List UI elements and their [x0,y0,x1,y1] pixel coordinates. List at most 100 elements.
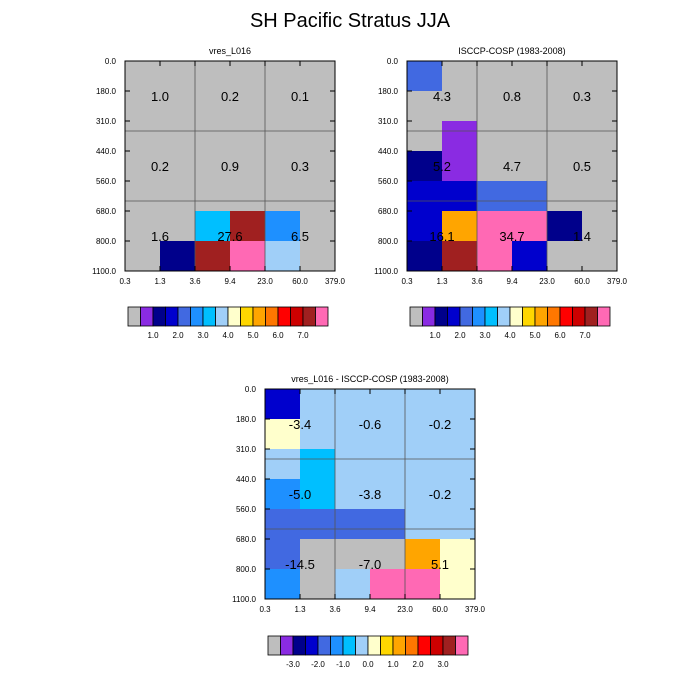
colorbar-label: 3.0 [197,331,209,340]
cell-value-label: 0.5 [573,159,591,174]
colorbar-swatch [447,306,461,327]
colorbar-label: 2.0 [412,660,424,669]
heatmap-cell [265,121,301,152]
y-tick-label: 310.0 [378,117,399,126]
y-tick-label: 180.0 [236,415,257,424]
heatmap-cell [512,211,548,242]
heatmap-cell [405,449,441,480]
panel-difference: vres_L016 - ISCCP-COSP (1983-2008) 0.3 1.3… [232,374,485,669]
colorbar-swatch [330,635,344,656]
cell-value-label: -14.5 [285,557,315,572]
x-tick-label: 3.6 [189,277,201,286]
heatmap-cell [160,211,196,242]
colorbar-swatch [392,635,406,656]
colorbar-swatch [305,635,319,656]
colorbar-swatch [280,635,294,656]
colorbar-swatch [265,306,279,327]
panel-isccp-cosp: ISCCP-COSP (1983-2008) 0.3 1.3 3.6 9.4 23.0 60… [374,46,627,340]
heatmap-cell [300,61,336,92]
y-tick-label: 560.0 [96,177,117,186]
colorbar-swatch [240,306,254,327]
heatmap-cell [512,61,548,92]
heatmap-cell [300,121,336,152]
heatmap-cell [442,211,478,242]
colorbar-swatch [252,306,266,327]
heatmap-cell [300,151,336,182]
heatmap-cell [405,539,441,570]
heatmap-cell [405,419,441,450]
heatmap-cell [265,91,301,122]
heatmap-cell [300,479,336,510]
heatmap-cell [440,569,476,600]
x-tick-label: 1.3 [154,277,166,286]
colorbar-swatch [140,306,154,327]
heatmap-cell [125,121,161,152]
heatmap-cell [335,479,371,510]
heatmap-cell [547,91,583,122]
heatmap-cell [547,61,583,92]
heatmap-cell [405,569,441,600]
heatmap-cell [477,121,513,152]
heatmap-cell [300,419,336,450]
colorbar-swatch [417,635,431,656]
x-tick-label: 9.4 [364,605,376,614]
heatmap-cell [125,151,161,182]
x-tick-label: 0.3 [401,277,413,286]
colorbar-swatch [572,306,586,327]
heatmap-cell [300,389,336,420]
heatmap-cell [370,479,406,510]
colorbar-label: 1.0 [387,660,399,669]
y-tick-label: 680.0 [378,207,399,216]
cell-value-label: 34.7 [499,229,524,244]
colorbar-swatch [409,306,423,327]
heatmap-cell [195,211,231,242]
colorbar-swatch [277,306,291,327]
heatmap-cell [547,151,583,182]
heatmap-cell [195,91,231,122]
colorbar-swatch [534,306,548,327]
colorbar-swatch [380,635,394,656]
panel-title: vres_L016 - ISCCP-COSP (1983-2008) [291,374,448,384]
heatmap-cell [265,61,301,92]
y-tick-label: 440.0 [236,475,257,484]
y-tick-label: 310.0 [96,117,117,126]
x-tick-label: 60.0 [432,605,448,614]
heatmap-cell [512,181,548,212]
heatmap-cell [477,61,513,92]
colorbar-label: 6.0 [272,331,284,340]
colorbar-swatch [559,306,573,327]
heatmap-cell [300,91,336,122]
y-tick-label: 800.0 [236,565,257,574]
heatmap-cell [512,241,548,272]
x-tick-label: 3.6 [329,605,341,614]
panel-vres-l016: vres_L016 0.3 1.3 3.6 9.4 23.0 60.0 379.0 0.0 180… [92,46,345,340]
y-tick-label: 440.0 [378,147,399,156]
colorbar-label: 3.0 [437,660,449,669]
cell-value-label: -3.8 [359,487,381,502]
heatmap-cell [335,569,371,600]
heatmap-cell [195,61,231,92]
heatmap-cell [160,181,196,212]
colorbar-swatch [455,635,469,656]
heatmap-cell [230,91,266,122]
heatmap-cell [265,419,301,450]
heatmap-cell [300,181,336,212]
heatmap-cell [512,91,548,122]
x-tick-label: 9.4 [506,277,518,286]
cell-value-label: 0.9 [221,159,239,174]
cell-value-label: -5.0 [289,487,311,502]
y-tick-label: 440.0 [96,147,117,156]
cell-value-label: 6.5 [291,229,309,244]
colorbar-swatch [597,306,611,327]
cell-value-label: 4.3 [433,89,451,104]
colorbar-swatch [177,306,191,327]
cell-value-label: 5.2 [433,159,451,174]
colorbar-label: 4.0 [222,331,234,340]
colorbar-swatch [434,306,448,327]
cell-value-label: 0.3 [573,89,591,104]
colorbar-label: 3.0 [479,331,491,340]
heatmap-cell [405,509,441,540]
colorbar-swatch [127,306,141,327]
heatmap-cell [440,449,476,480]
